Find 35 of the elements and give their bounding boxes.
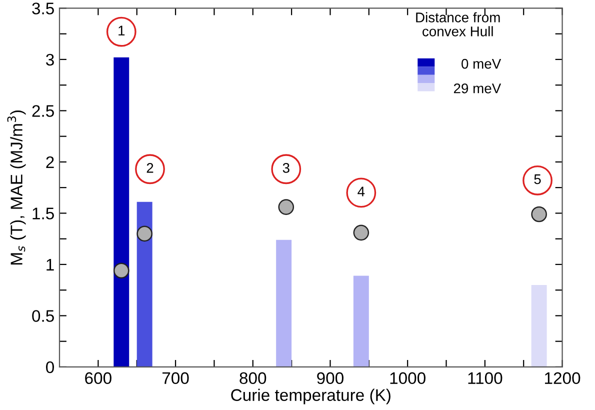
x-tick-label: 700 — [162, 372, 189, 384]
annotation: 5 — [534, 174, 541, 184]
bar — [531, 284, 547, 367]
point — [353, 224, 370, 241]
y-tick-label: 3.5 — [32, 2, 54, 14]
y-tick-label: 2 — [46, 156, 54, 168]
y-axis-title: M$_{s}$ (T), MAE (MJ/m$^{3}$) — [7, 110, 26, 264]
bar — [114, 57, 130, 367]
point — [531, 206, 547, 222]
x-tick-label: 800 — [240, 372, 266, 384]
annotation: 1 — [118, 26, 125, 36]
x-tick-label: 600 — [85, 372, 112, 384]
y-tick-label: 0.5 — [32, 310, 54, 322]
point — [113, 262, 130, 279]
bar — [353, 276, 369, 367]
y-tick-label: 2.5 — [32, 105, 54, 117]
point — [136, 226, 152, 242]
legend-title: Distance from convex Hull — [416, 12, 500, 36]
annotation: 2 — [146, 163, 154, 173]
y-tick-label: 1 — [46, 259, 54, 270]
x-tick-label: 1000 — [390, 372, 426, 384]
x-tick-label: 900 — [317, 372, 344, 384]
x-tick-label: 1100 — [468, 372, 502, 384]
annotation: 3 — [282, 163, 290, 173]
bar — [136, 202, 152, 367]
bar — [276, 240, 292, 367]
x-axis-title: Curie temperature (K) — [231, 388, 390, 404]
annotation: 29 meV — [454, 83, 502, 94]
annotation: 4 — [358, 186, 365, 196]
y-tick-label: 3 — [46, 54, 54, 66]
y-tick-label: 0 — [46, 361, 54, 374]
annotation: 0 meV — [462, 58, 502, 69]
y-tick-label: 1.5 — [32, 208, 54, 220]
point — [278, 199, 294, 215]
x-tick-label: 1200 — [545, 372, 580, 384]
